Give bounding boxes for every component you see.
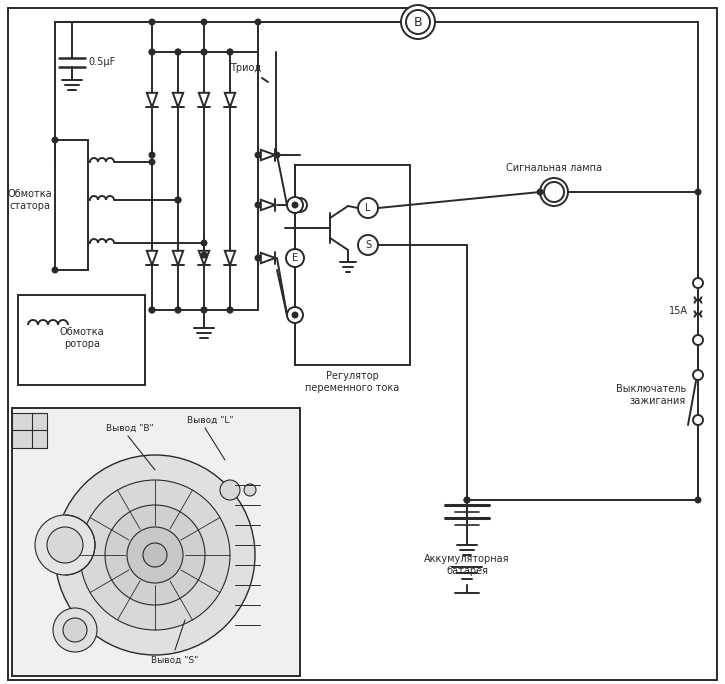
- Circle shape: [52, 137, 57, 142]
- Polygon shape: [199, 251, 210, 265]
- Circle shape: [401, 5, 435, 39]
- Circle shape: [228, 308, 233, 313]
- Circle shape: [149, 49, 154, 55]
- Text: Регулятор
переменного тока: Регулятор переменного тока: [305, 371, 399, 393]
- Circle shape: [228, 49, 233, 55]
- Circle shape: [63, 618, 87, 642]
- Circle shape: [292, 202, 297, 207]
- Text: E: E: [292, 253, 298, 263]
- Circle shape: [293, 198, 307, 212]
- Polygon shape: [261, 253, 276, 263]
- Text: Вывод "B": Вывод "B": [106, 423, 154, 432]
- Circle shape: [693, 335, 703, 345]
- Circle shape: [175, 198, 181, 202]
- Circle shape: [149, 153, 154, 157]
- Text: L: L: [365, 203, 370, 213]
- Text: Обмотка
статора: Обмотка статора: [8, 189, 52, 211]
- Circle shape: [695, 189, 700, 194]
- Circle shape: [175, 308, 181, 313]
- Circle shape: [695, 497, 700, 503]
- Circle shape: [105, 505, 205, 605]
- Circle shape: [202, 252, 207, 257]
- Polygon shape: [173, 251, 183, 265]
- Circle shape: [286, 249, 304, 267]
- Circle shape: [537, 189, 542, 194]
- Circle shape: [35, 515, 95, 575]
- Circle shape: [202, 308, 207, 313]
- Polygon shape: [261, 150, 276, 160]
- Text: S: S: [365, 240, 371, 250]
- Circle shape: [80, 480, 230, 630]
- Polygon shape: [199, 93, 210, 107]
- Circle shape: [228, 49, 233, 55]
- Circle shape: [202, 49, 207, 55]
- Circle shape: [143, 543, 167, 567]
- Circle shape: [220, 480, 240, 500]
- Circle shape: [406, 10, 430, 34]
- Circle shape: [244, 484, 256, 496]
- Circle shape: [255, 153, 260, 157]
- Circle shape: [693, 370, 703, 380]
- Circle shape: [149, 20, 154, 25]
- Circle shape: [52, 267, 57, 272]
- Circle shape: [202, 308, 207, 313]
- Text: Выключатель
зажигания: Выключатель зажигания: [616, 384, 686, 406]
- Circle shape: [544, 182, 564, 202]
- Circle shape: [540, 178, 568, 206]
- Text: 0.5μF: 0.5μF: [88, 57, 115, 67]
- Circle shape: [255, 256, 260, 261]
- Polygon shape: [146, 251, 157, 265]
- Circle shape: [47, 527, 83, 563]
- Text: Сигнальная лампа: Сигнальная лампа: [506, 163, 602, 173]
- Circle shape: [465, 497, 470, 503]
- Polygon shape: [12, 413, 47, 448]
- Text: Вывод "S": Вывод "S": [152, 655, 199, 664]
- Bar: [12, 408, 300, 676]
- Circle shape: [55, 455, 255, 655]
- Circle shape: [127, 527, 183, 583]
- Text: Обмотка
ротора: Обмотка ротора: [59, 327, 104, 349]
- Circle shape: [228, 308, 233, 313]
- Circle shape: [465, 497, 470, 503]
- Text: B: B: [414, 16, 422, 29]
- Text: Аккумуляторная
батарея: Аккумуляторная батарея: [424, 554, 510, 576]
- Circle shape: [287, 307, 303, 323]
- Circle shape: [53, 608, 97, 652]
- Circle shape: [693, 278, 703, 288]
- Polygon shape: [261, 200, 276, 210]
- Circle shape: [255, 202, 260, 207]
- Circle shape: [202, 49, 207, 55]
- Circle shape: [358, 198, 378, 218]
- Polygon shape: [225, 251, 235, 265]
- Circle shape: [202, 20, 207, 25]
- Circle shape: [358, 235, 378, 255]
- Circle shape: [202, 241, 207, 246]
- Circle shape: [175, 198, 181, 202]
- Text: Триод: Триод: [230, 63, 261, 73]
- Circle shape: [149, 308, 154, 313]
- Circle shape: [175, 49, 181, 55]
- Circle shape: [292, 313, 297, 317]
- Text: 15A: 15A: [669, 306, 688, 317]
- Circle shape: [175, 49, 181, 55]
- Circle shape: [275, 153, 280, 157]
- Circle shape: [287, 197, 303, 213]
- Polygon shape: [225, 93, 235, 107]
- Circle shape: [255, 20, 260, 25]
- Circle shape: [693, 415, 703, 425]
- Circle shape: [175, 308, 181, 313]
- Circle shape: [149, 49, 154, 55]
- Text: Вывод "L": Вывод "L": [187, 415, 233, 425]
- Polygon shape: [146, 93, 157, 107]
- Circle shape: [149, 308, 154, 313]
- Circle shape: [149, 159, 154, 164]
- Polygon shape: [173, 93, 183, 107]
